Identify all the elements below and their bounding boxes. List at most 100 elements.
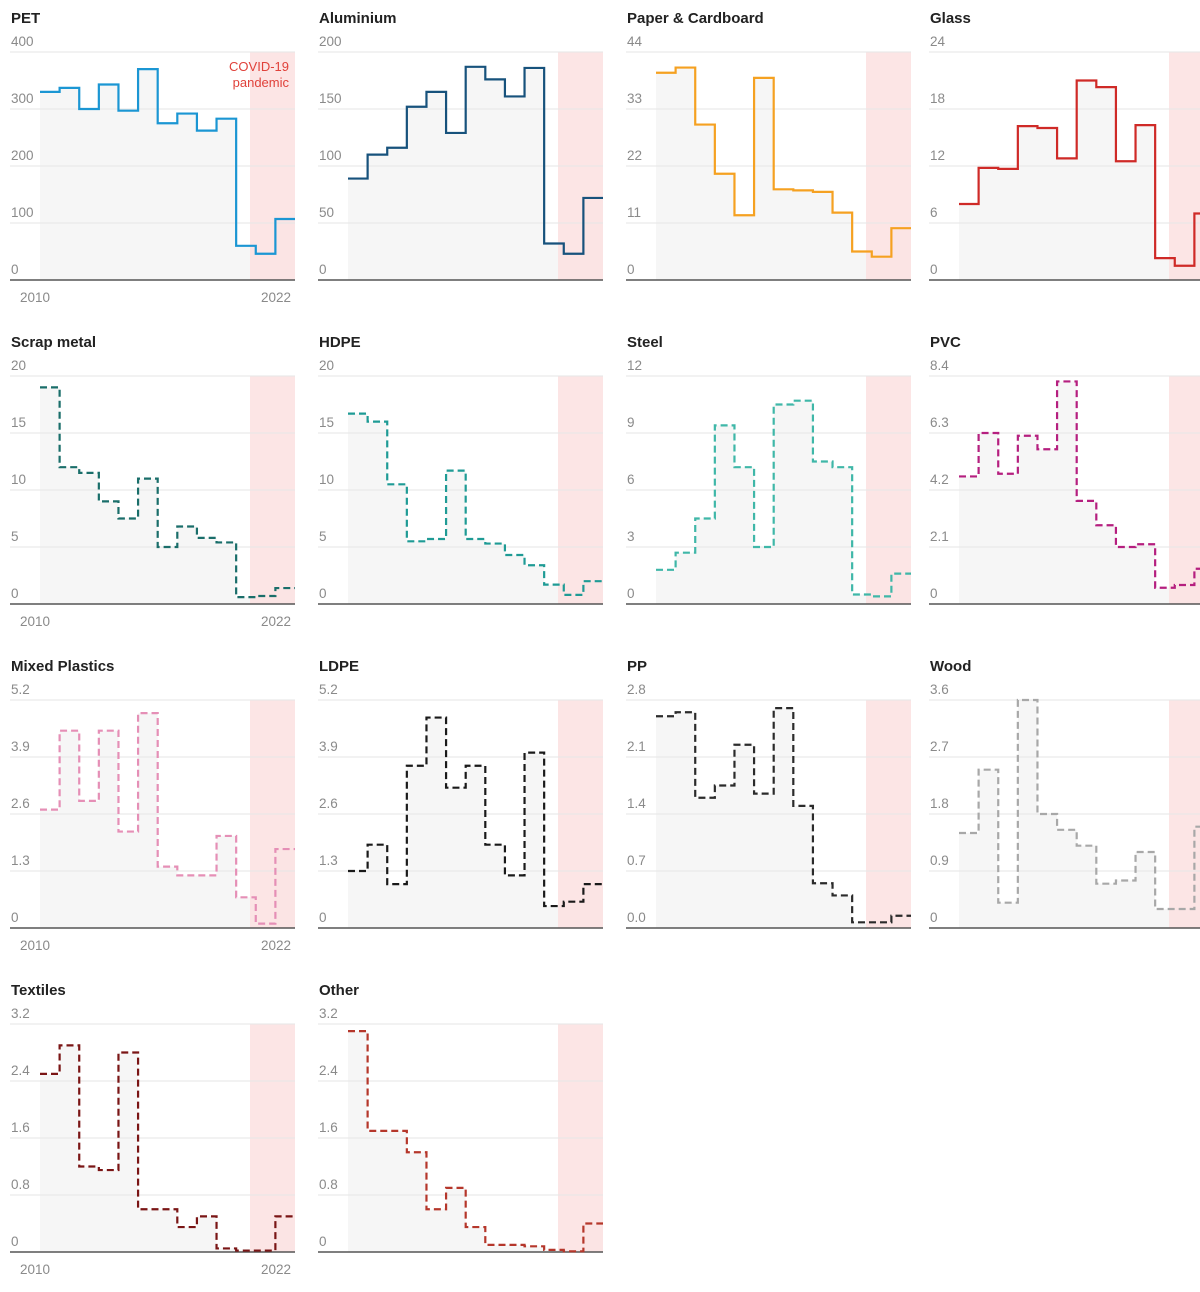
x-tick-label: 2010 [20,1262,50,1277]
area-fill [656,708,911,928]
chart-title: PET [11,10,41,27]
chart-svg: 0 1.3 2.6 3.9 5.2 [318,682,603,929]
y-tick-label: 0 [319,910,327,925]
y-tick-label: 6 [627,472,635,487]
chart-panel: 0 5 10 15 20 HDPE [308,324,608,644]
y-tick-label: 1.8 [930,796,949,811]
y-tick-label: 300 [11,91,34,106]
chart-panel: 0.0 0.7 1.4 2.1 2.8 PP [616,648,916,968]
chart-title: Glass [930,10,971,27]
area-fill [348,717,603,928]
y-tick-label: 6 [930,205,938,220]
y-tick-label: 5 [319,529,327,544]
y-tick-label: 0.9 [930,853,949,868]
chart-panel: 0 1.3 2.6 3.9 5.2 LDPE [308,648,608,968]
x-tick-label: 2022 [261,614,291,629]
chart-svg: 0 11 22 33 44 [626,34,911,281]
chart-title: Steel [627,334,663,351]
y-tick-label: 0 [319,1234,327,1249]
chart-panel: 0 2.1 4.2 6.3 8.4 PVC [919,324,1200,644]
x-tick-label: 2010 [20,290,50,305]
chart-title: Other [319,982,360,999]
chart-panel: 0 3 6 9 12 Steel [616,324,916,644]
y-tick-label: 24 [930,34,946,49]
chart-svg: 0 5 10 15 20 [318,358,603,605]
chart-panel: 0 50 100 150 200 Aluminium [308,0,608,320]
y-tick-label: 150 [319,91,342,106]
y-tick-label: 0.0 [627,910,646,925]
series-line [656,66,911,258]
y-tick-label: 10 [319,472,334,487]
area-fill [959,80,1200,280]
series-line [959,79,1200,267]
series-line [959,698,1200,911]
series-line [40,712,295,925]
y-tick-label: 2.1 [930,529,949,544]
chart-title: Wood [930,658,972,675]
y-tick-label: 0 [11,1234,19,1249]
y-tick-label: 5 [11,529,19,544]
chart-title: Mixed Plastics [11,658,115,675]
y-tick-label: 0 [319,586,327,601]
chart-title: Scrap metal [11,334,97,351]
chart-svg: 0 5 10 15 20 2010 2022 [10,358,295,629]
series-line [40,68,295,255]
y-tick-label: 6.3 [930,415,949,430]
y-tick-label: 0 [627,586,635,601]
area-fill [348,413,603,604]
chart-panel: 0 100 200 300 400 2010 2022 COVID-19 pandemic PET [0,0,300,320]
chart-panel: 0 5 10 15 20 2010 2022 Scrap metal [0,324,300,644]
y-tick-label: 1.6 [319,1120,338,1135]
y-tick-label: 2.4 [319,1063,338,1078]
chart-svg: 0 0.8 1.6 2.4 3.2 2010 2022 [10,1006,295,1277]
area-fill [656,400,911,604]
chart-svg: 0 0.9 1.8 2.7 3.6 [929,682,1200,929]
chart-svg: 0 6 12 18 24 [929,34,1200,281]
y-tick-label: 20 [319,358,334,373]
y-tick-label: 3.9 [319,739,338,754]
series-line [656,707,911,924]
y-tick-label: 0.8 [11,1177,30,1192]
chart-title: PVC [930,334,961,351]
y-tick-label: 2.7 [930,739,949,754]
chart-svg: 0 2.1 4.2 6.3 8.4 [929,358,1200,605]
covid-annotation: COVID-19 [229,59,289,74]
y-tick-label: 8.4 [930,358,949,373]
y-tick-label: 15 [319,415,334,430]
x-tick-label: 2022 [261,1262,291,1277]
x-tick-label: 2010 [20,614,50,629]
y-tick-label: 2.1 [627,739,646,754]
y-tick-label: 1.6 [11,1120,30,1135]
area-fill [40,69,295,280]
y-tick-label: 200 [11,148,34,163]
series-line [40,386,295,599]
x-tick-label: 2010 [20,938,50,953]
y-tick-label: 0.7 [627,853,646,868]
series-line [959,380,1200,589]
y-tick-label: 2.6 [11,796,30,811]
y-tick-label: 50 [319,205,334,220]
chart-svg: 0 0.8 1.6 2.4 3.2 [318,1006,603,1253]
y-tick-label: 12 [627,358,642,373]
y-tick-label: 0 [930,910,938,925]
y-tick-label: 100 [319,148,342,163]
y-tick-label: 0 [11,910,19,925]
y-tick-label: 100 [11,205,34,220]
series-line [348,65,603,255]
y-tick-label: 0 [11,262,19,277]
y-tick-label: 18 [930,91,945,106]
y-tick-label: 0 [930,586,938,601]
chart-panel: 0 1.3 2.6 3.9 5.2 2010 2022 Mixed Plastics [0,648,300,968]
y-tick-label: 15 [11,415,26,430]
chart-svg: 0 3 6 9 12 [626,358,911,605]
y-tick-label: 400 [11,34,34,49]
chart-panel: 0 0.8 1.6 2.4 3.2 Other [308,972,608,1292]
area-fill [40,1045,295,1252]
series-line [348,1030,603,1253]
chart-svg: 0 1.3 2.6 3.9 5.2 2010 2022 [10,682,295,953]
y-tick-label: 44 [627,34,643,49]
y-tick-label: 1.4 [627,796,646,811]
y-tick-label: 0 [11,586,19,601]
chart-title: Textiles [11,982,66,999]
